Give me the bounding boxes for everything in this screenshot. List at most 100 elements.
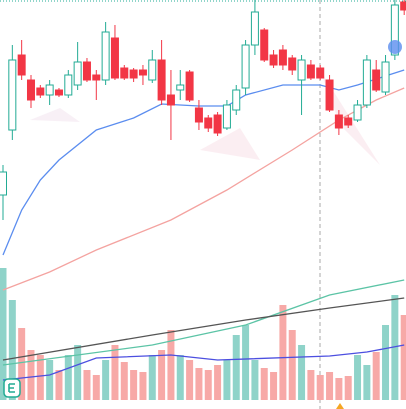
volume-bar xyxy=(120,362,128,400)
volume-bar xyxy=(279,305,287,400)
volume-bar xyxy=(83,370,91,400)
volume-bar xyxy=(363,365,371,400)
candle-body xyxy=(194,107,203,123)
volume-bar xyxy=(204,370,212,400)
volume-bar xyxy=(55,370,63,400)
candle-body xyxy=(73,61,82,86)
volume-bar xyxy=(195,368,203,400)
moving-average xyxy=(2,87,405,291)
candle-body xyxy=(176,84,185,91)
volume-bar xyxy=(251,360,259,400)
volume-bar xyxy=(391,295,399,400)
candle-body xyxy=(278,49,287,66)
volume-bar xyxy=(382,325,390,400)
moving-average xyxy=(2,69,405,256)
candle-body xyxy=(54,89,63,96)
candle-body xyxy=(0,171,7,196)
volume-bar xyxy=(326,372,334,400)
event-marker[interactable] xyxy=(336,403,344,409)
volume-bar xyxy=(74,345,82,400)
candle-body xyxy=(269,54,278,66)
moving-average xyxy=(2,279,405,366)
candle-body xyxy=(334,114,343,129)
moving-average xyxy=(2,297,405,361)
volume-bar xyxy=(260,368,268,400)
volume-bar xyxy=(27,350,35,400)
volume-bar xyxy=(8,300,16,400)
candle-body xyxy=(390,4,399,56)
candle-body xyxy=(250,11,259,46)
candle-body xyxy=(344,117,353,126)
candle-body xyxy=(148,59,157,81)
volume-bar xyxy=(186,360,194,400)
volume-bar xyxy=(288,330,296,400)
candle-body xyxy=(26,79,35,101)
volume-bar xyxy=(102,360,110,400)
volume-bar xyxy=(92,375,100,400)
volume-bar xyxy=(111,345,119,400)
volume-bar xyxy=(64,355,72,400)
marks xyxy=(0,0,406,400)
candle-body xyxy=(288,57,297,71)
candle-body xyxy=(400,1,406,11)
volume-bar xyxy=(167,330,175,400)
candle-body xyxy=(101,31,110,81)
candle-body xyxy=(222,104,231,129)
candle-body xyxy=(204,117,213,129)
volume-bar xyxy=(232,335,240,400)
moving-average xyxy=(2,344,405,381)
candle-body xyxy=(185,71,194,101)
candle-body xyxy=(213,114,222,134)
volume-bar xyxy=(148,355,156,400)
candle-body xyxy=(166,94,175,106)
volume-bar xyxy=(223,360,231,400)
candle-body xyxy=(353,104,362,121)
candle-body xyxy=(325,79,334,111)
candle-body xyxy=(64,74,73,96)
volume-bar xyxy=(307,370,315,400)
exchange-icon[interactable] xyxy=(3,378,21,398)
volume-bar xyxy=(36,355,44,400)
volume-bar xyxy=(242,325,250,400)
candle-body xyxy=(45,84,54,96)
candle-body xyxy=(36,87,45,96)
candle-body xyxy=(372,69,381,91)
marker[interactable] xyxy=(388,40,402,54)
shade xyxy=(200,128,260,160)
volume-bar xyxy=(354,355,362,400)
volume-bar xyxy=(158,350,166,400)
shade xyxy=(30,108,80,122)
candle-body xyxy=(306,64,315,79)
candle-body xyxy=(362,59,371,106)
volume-bar xyxy=(46,360,54,400)
volume-bar xyxy=(344,376,352,400)
candle-body xyxy=(260,29,269,61)
candle-body xyxy=(8,59,17,131)
volume-bar xyxy=(270,372,278,400)
candle-body xyxy=(129,69,138,79)
candle-body xyxy=(241,44,250,89)
volume-bar xyxy=(372,352,380,400)
volume-bar xyxy=(335,378,343,400)
candle-body xyxy=(381,61,390,93)
volume-bar xyxy=(176,355,184,400)
volume-bar xyxy=(0,268,7,400)
volume-bar xyxy=(130,370,138,400)
candle-body xyxy=(297,59,306,81)
candle-body xyxy=(17,54,26,76)
volume-bar xyxy=(316,375,324,400)
volume-bar xyxy=(18,328,26,400)
candle-body xyxy=(157,59,166,101)
volume-bar xyxy=(214,365,222,400)
candle-body xyxy=(92,74,101,81)
volume-bar xyxy=(400,315,406,400)
candle-body xyxy=(82,61,91,81)
candle-body xyxy=(316,67,325,79)
icon-glyph xyxy=(8,383,15,393)
candle-body xyxy=(138,69,147,76)
volume-bar xyxy=(139,372,147,400)
volume-bar xyxy=(298,345,306,400)
candle-body xyxy=(232,89,241,111)
